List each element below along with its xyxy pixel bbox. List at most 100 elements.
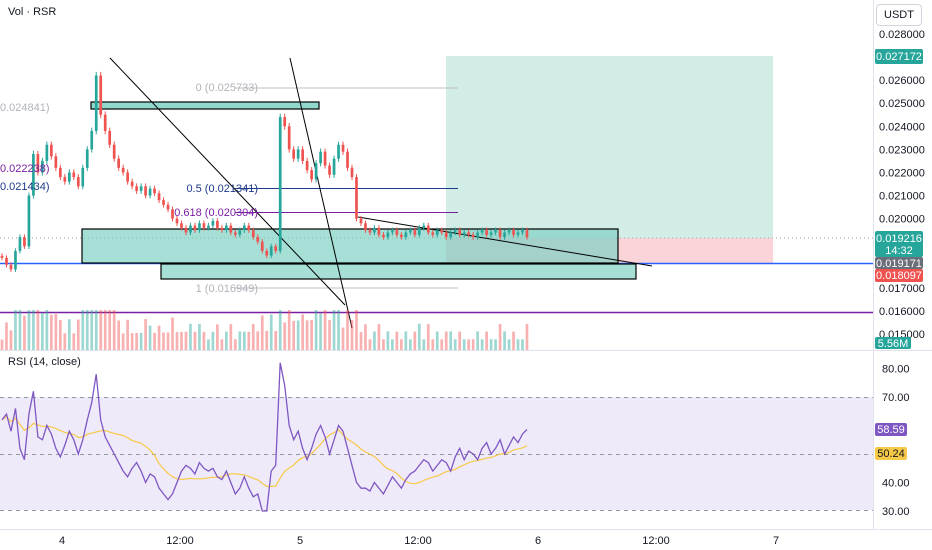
candle-body [462,232,466,235]
volume-bar [328,320,331,350]
volume-bar [346,310,349,350]
volume-bar [256,331,260,350]
volume-bar [435,331,439,350]
candle-body [476,232,479,238]
left-level-2: 0.022238) [0,163,50,175]
volume-bar [90,310,94,350]
candle-body [36,154,40,173]
candle-body [292,149,296,159]
candle-body [189,225,192,233]
rsi-ma-value: 50.24 [877,448,905,460]
fib-0-label: 0 (0.025733) [196,82,258,94]
candle-body [444,232,448,238]
candle-body [346,151,349,168]
candle-body [525,230,529,238]
candle-body [126,172,129,182]
candle-body [50,144,53,157]
volume-bar [27,310,31,350]
fib-1-label: 1 (0.016949) [196,283,258,295]
volume-bar [305,320,309,350]
candle-body [413,230,417,235]
candle-body [238,230,242,235]
volume-bar [162,332,165,350]
candle-body [440,230,444,233]
candle-body [449,232,453,238]
volume-bar [85,310,89,350]
volume-bar [467,339,471,350]
demand-zone[interactable] [160,263,637,280]
candle-body [364,223,367,231]
price-tick: 0.021000 [879,191,925,203]
volume-bar [485,331,488,350]
trendline-2[interactable] [289,57,353,329]
profit-zone[interactable] [446,56,773,238]
candle-body [225,225,228,231]
volume-tag [875,337,911,349]
resistance-zone[interactable] [90,101,320,110]
candle-body [45,144,49,161]
candle-body [85,149,89,168]
candle-body [287,126,291,150]
candle-body [112,144,116,159]
candle-body [512,230,515,235]
volume-bar [58,319,62,350]
candle-body [256,237,260,242]
candle-body [269,246,273,256]
volume-bar [112,310,116,350]
volume-bar [458,331,462,350]
candle-body [247,225,251,231]
candle-body [305,160,309,171]
volume-bar [332,310,336,350]
trendline-1[interactable] [109,57,346,306]
volume-bar [314,310,318,350]
candle-body [58,167,62,178]
candle-body [503,232,506,238]
candle-body [377,227,381,235]
volume-bar [18,310,22,350]
volume-bar [516,339,520,350]
volume-bar [45,310,49,350]
volume-bar [242,331,246,350]
rsi-tick: 30.00 [882,506,910,518]
volume-bar [225,331,228,350]
candle-body [310,170,313,180]
volume-bar [251,323,255,350]
candle-body [319,151,322,164]
rsi-axis[interactable]: 80.00 70.00 40.00 30.00 [882,364,910,519]
candle-body [328,165,331,175]
candle-body [395,230,399,235]
candle-body [301,149,304,161]
volume-bar [36,310,40,350]
volume-bar [395,331,399,350]
volume-bar [207,339,210,350]
volume-bar [350,319,354,350]
volume-bar [287,310,291,350]
time-tick: 4 [59,535,65,547]
volume-bar [171,317,174,350]
time-tick: 12:00 [404,535,432,547]
range-zone[interactable] [81,228,619,264]
candle-body [198,223,201,231]
volume-bars [0,310,529,350]
candle-body [323,151,327,166]
volume-bar [337,310,340,350]
candle-body [94,75,98,131]
trendline-3[interactable] [357,216,653,267]
volume-bar [139,332,143,350]
volume-bar [521,339,524,350]
candle-body [233,232,237,235]
candle-body [274,246,278,251]
time-axis[interactable]: 4 12:00 5 12:00 6 12:00 7 [59,535,779,547]
volume-bar [148,325,152,350]
volume-bar [0,339,4,350]
currency-button[interactable]: USDT [876,4,922,26]
volume-bar [382,339,385,350]
candle-body [72,172,76,178]
price-axis[interactable]: 0.028000 0.026000 0.025000 0.024000 0.023000… [879,29,925,341]
candle-body [130,181,134,187]
candle-body [32,154,35,196]
volume-bar [494,339,497,350]
candle-body [283,117,287,127]
candle-body [494,230,497,233]
